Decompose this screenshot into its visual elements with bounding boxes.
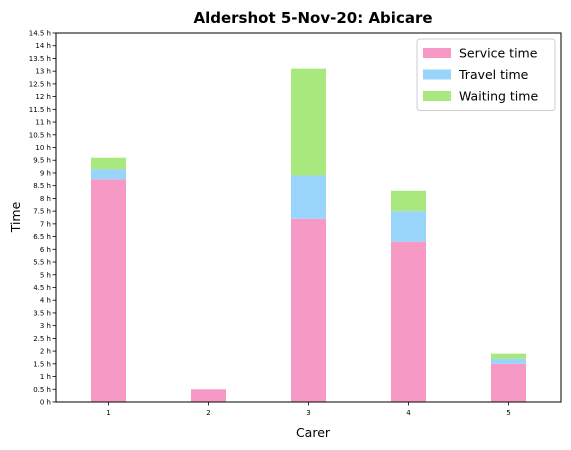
x-axis-label: Carer bbox=[296, 425, 331, 440]
y-tick-label: 8.5 h bbox=[33, 182, 51, 190]
y-tick-label: 12.5 h bbox=[29, 80, 51, 88]
bar-waiting-time-5 bbox=[491, 353, 526, 359]
legend-label: Travel time bbox=[458, 67, 529, 82]
y-tick-label: 10.5 h bbox=[29, 131, 51, 139]
y-tick-label: 7.5 h bbox=[33, 208, 51, 216]
legend-swatch bbox=[423, 48, 451, 58]
y-tick-label: 11 h bbox=[35, 119, 51, 127]
bar-travel-time-5 bbox=[491, 358, 526, 364]
bar-travel-time-4 bbox=[391, 211, 426, 242]
y-tick-label: 2 h bbox=[40, 348, 51, 356]
legend-label: Service time bbox=[459, 46, 538, 61]
bar-service-time-4 bbox=[391, 241, 426, 402]
legend-swatch bbox=[423, 69, 451, 80]
x-tick-label: 2 bbox=[206, 409, 210, 417]
y-tick-label: 7 h bbox=[40, 220, 51, 228]
x-tick-label: 5 bbox=[506, 409, 510, 417]
legend-swatch bbox=[423, 91, 451, 101]
y-tick-label: 1.5 h bbox=[33, 360, 51, 368]
y-tick-label: 14.5 h bbox=[29, 30, 51, 38]
y-tick-label: 6 h bbox=[40, 246, 51, 254]
y-axis-ticks: 0 h 0.5 h 1 h 1.5 h 2 h 2.5 h 3 h 3.5 h 4 h 4.5 h… bbox=[29, 30, 56, 407]
y-tick-label: 5 h bbox=[40, 271, 51, 279]
y-tick-label: 10 h bbox=[35, 144, 51, 152]
y-tick-label: 2.5 h bbox=[33, 335, 51, 343]
y-tick-label: 5.5 h bbox=[33, 259, 51, 267]
bar-service-time-5 bbox=[491, 363, 526, 402]
bar-waiting-time-4 bbox=[391, 190, 426, 212]
bar-travel-time-3 bbox=[291, 175, 326, 219]
y-tick-label: 4.5 h bbox=[33, 284, 51, 292]
chart-title: Aldershot 5-Nov-20: Abicare bbox=[193, 9, 432, 27]
y-tick-label: 9 h bbox=[40, 169, 51, 177]
x-tick-label: 1 bbox=[106, 409, 110, 417]
y-tick-label: 13 h bbox=[35, 68, 51, 76]
y-tick-label: 11.5 h bbox=[29, 106, 51, 114]
bar-service-time-3 bbox=[291, 218, 326, 402]
x-axis-ticks: 1 2 3 4 5 bbox=[106, 402, 511, 417]
legend: Service time Travel time Waiting time bbox=[416, 38, 556, 111]
y-tick-label: 14 h bbox=[35, 42, 51, 50]
y-tick-label: 9.5 h bbox=[33, 157, 51, 165]
y-tick-label: 0.5 h bbox=[33, 386, 51, 394]
legend-label: Waiting time bbox=[459, 89, 538, 104]
bar-waiting-time-1 bbox=[91, 157, 126, 170]
y-tick-label: 1 h bbox=[40, 373, 51, 381]
y-tick-label: 0 h bbox=[40, 399, 51, 407]
y-tick-label: 6.5 h bbox=[33, 233, 51, 241]
y-tick-label: 8 h bbox=[40, 195, 51, 203]
y-axis-label: Time bbox=[8, 201, 23, 233]
y-tick-label: 4 h bbox=[40, 297, 51, 305]
x-tick-label: 4 bbox=[406, 409, 411, 417]
bars-layer bbox=[91, 68, 526, 402]
y-tick-label: 13.5 h bbox=[29, 55, 51, 63]
x-tick-label: 3 bbox=[306, 409, 310, 417]
legend-box bbox=[416, 38, 556, 111]
bar-waiting-time-3 bbox=[291, 68, 326, 176]
plot-frame bbox=[55, 32, 562, 403]
bar-service-time-2 bbox=[191, 389, 226, 402]
y-tick-label: 3.5 h bbox=[33, 309, 51, 317]
bar-service-time-1 bbox=[91, 179, 126, 402]
bar-travel-time-1 bbox=[91, 169, 126, 180]
y-tick-label: 12 h bbox=[35, 93, 51, 101]
y-tick-label: 3 h bbox=[40, 322, 51, 330]
